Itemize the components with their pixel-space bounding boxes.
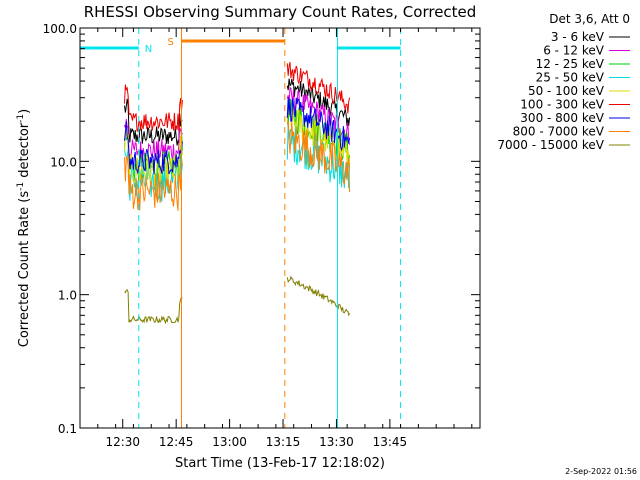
legend-label: 25 - 50 keV <box>536 71 605 85</box>
y-axis-label-main: Corrected Count Rate (s <box>17 191 32 348</box>
legend-label: 800 - 7000 keV <box>513 125 605 139</box>
x-tick-label: 13:30 <box>319 435 354 449</box>
series-8-segment-2 <box>286 275 351 317</box>
x-axis-label: Start Time (13-Feb-17 12:18:02) <box>175 456 385 471</box>
y-tick-label: 100.0 <box>43 22 77 36</box>
timestamp: 2-Sep-2022 01:56 <box>565 467 637 476</box>
legend-label: 300 - 800 keV <box>520 111 604 125</box>
marker-label: S <box>168 37 174 48</box>
y-tick-label: 10.0 <box>50 155 77 169</box>
series-7-segment-2 <box>286 120 351 193</box>
x-tick-label: 13:45 <box>373 435 408 449</box>
marker-layer: NS <box>79 28 402 428</box>
series-3-segment-2 <box>286 122 351 189</box>
series-0-segment-2 <box>286 78 351 127</box>
x-tick-label: 13:15 <box>266 435 301 449</box>
legend-label: 50 - 100 keV <box>528 84 605 98</box>
plot-frame <box>79 27 481 429</box>
data-layer <box>124 61 351 325</box>
y-axis-label-sup2: -1 <box>16 114 26 123</box>
legend-label: 3 - 6 keV <box>551 30 605 44</box>
series-7-segment-1 <box>124 155 183 211</box>
y-axis-label-end: ) <box>17 109 32 114</box>
series-8-segment-1 <box>124 289 183 325</box>
y-axis-label: Corrected Count Rate (s-1 detector-1) <box>16 109 32 347</box>
chart-title: RHESSI Observing Summary Count Rates, Co… <box>84 3 477 21</box>
legend-label: 6 - 12 keV <box>543 44 605 58</box>
y-axis-label-sup1: -1 <box>16 182 26 191</box>
series-3-segment-1 <box>124 148 183 202</box>
y-axis-label-mid: detector <box>17 122 32 182</box>
series-6-segment-1 <box>124 121 183 175</box>
series-6-segment-2 <box>286 96 351 152</box>
series-1-segment-1 <box>124 119 183 163</box>
series-5-segment-2 <box>286 61 351 114</box>
series-5-segment-1 <box>124 84 183 132</box>
x-tick-label: 12:30 <box>105 435 140 449</box>
legend-label: 100 - 300 keV <box>520 98 604 112</box>
x-tick-label: 13:00 <box>212 435 247 449</box>
axis-ticks: 0.1 1.0 10.0 100.0 12:30 12:45 13:00 13:15 13:30… <box>43 22 480 449</box>
marker-label: N <box>145 44 152 55</box>
y-tick-label: 1.0 <box>58 289 77 303</box>
legend-title: Det 3,6, Att 0 <box>549 12 630 26</box>
legend-label: 12 - 25 keV <box>536 57 605 71</box>
legend-label: 7000 - 15000 keV <box>497 138 604 152</box>
x-tick-label: 12:45 <box>159 435 194 449</box>
y-tick-label: 0.1 <box>58 422 77 436</box>
